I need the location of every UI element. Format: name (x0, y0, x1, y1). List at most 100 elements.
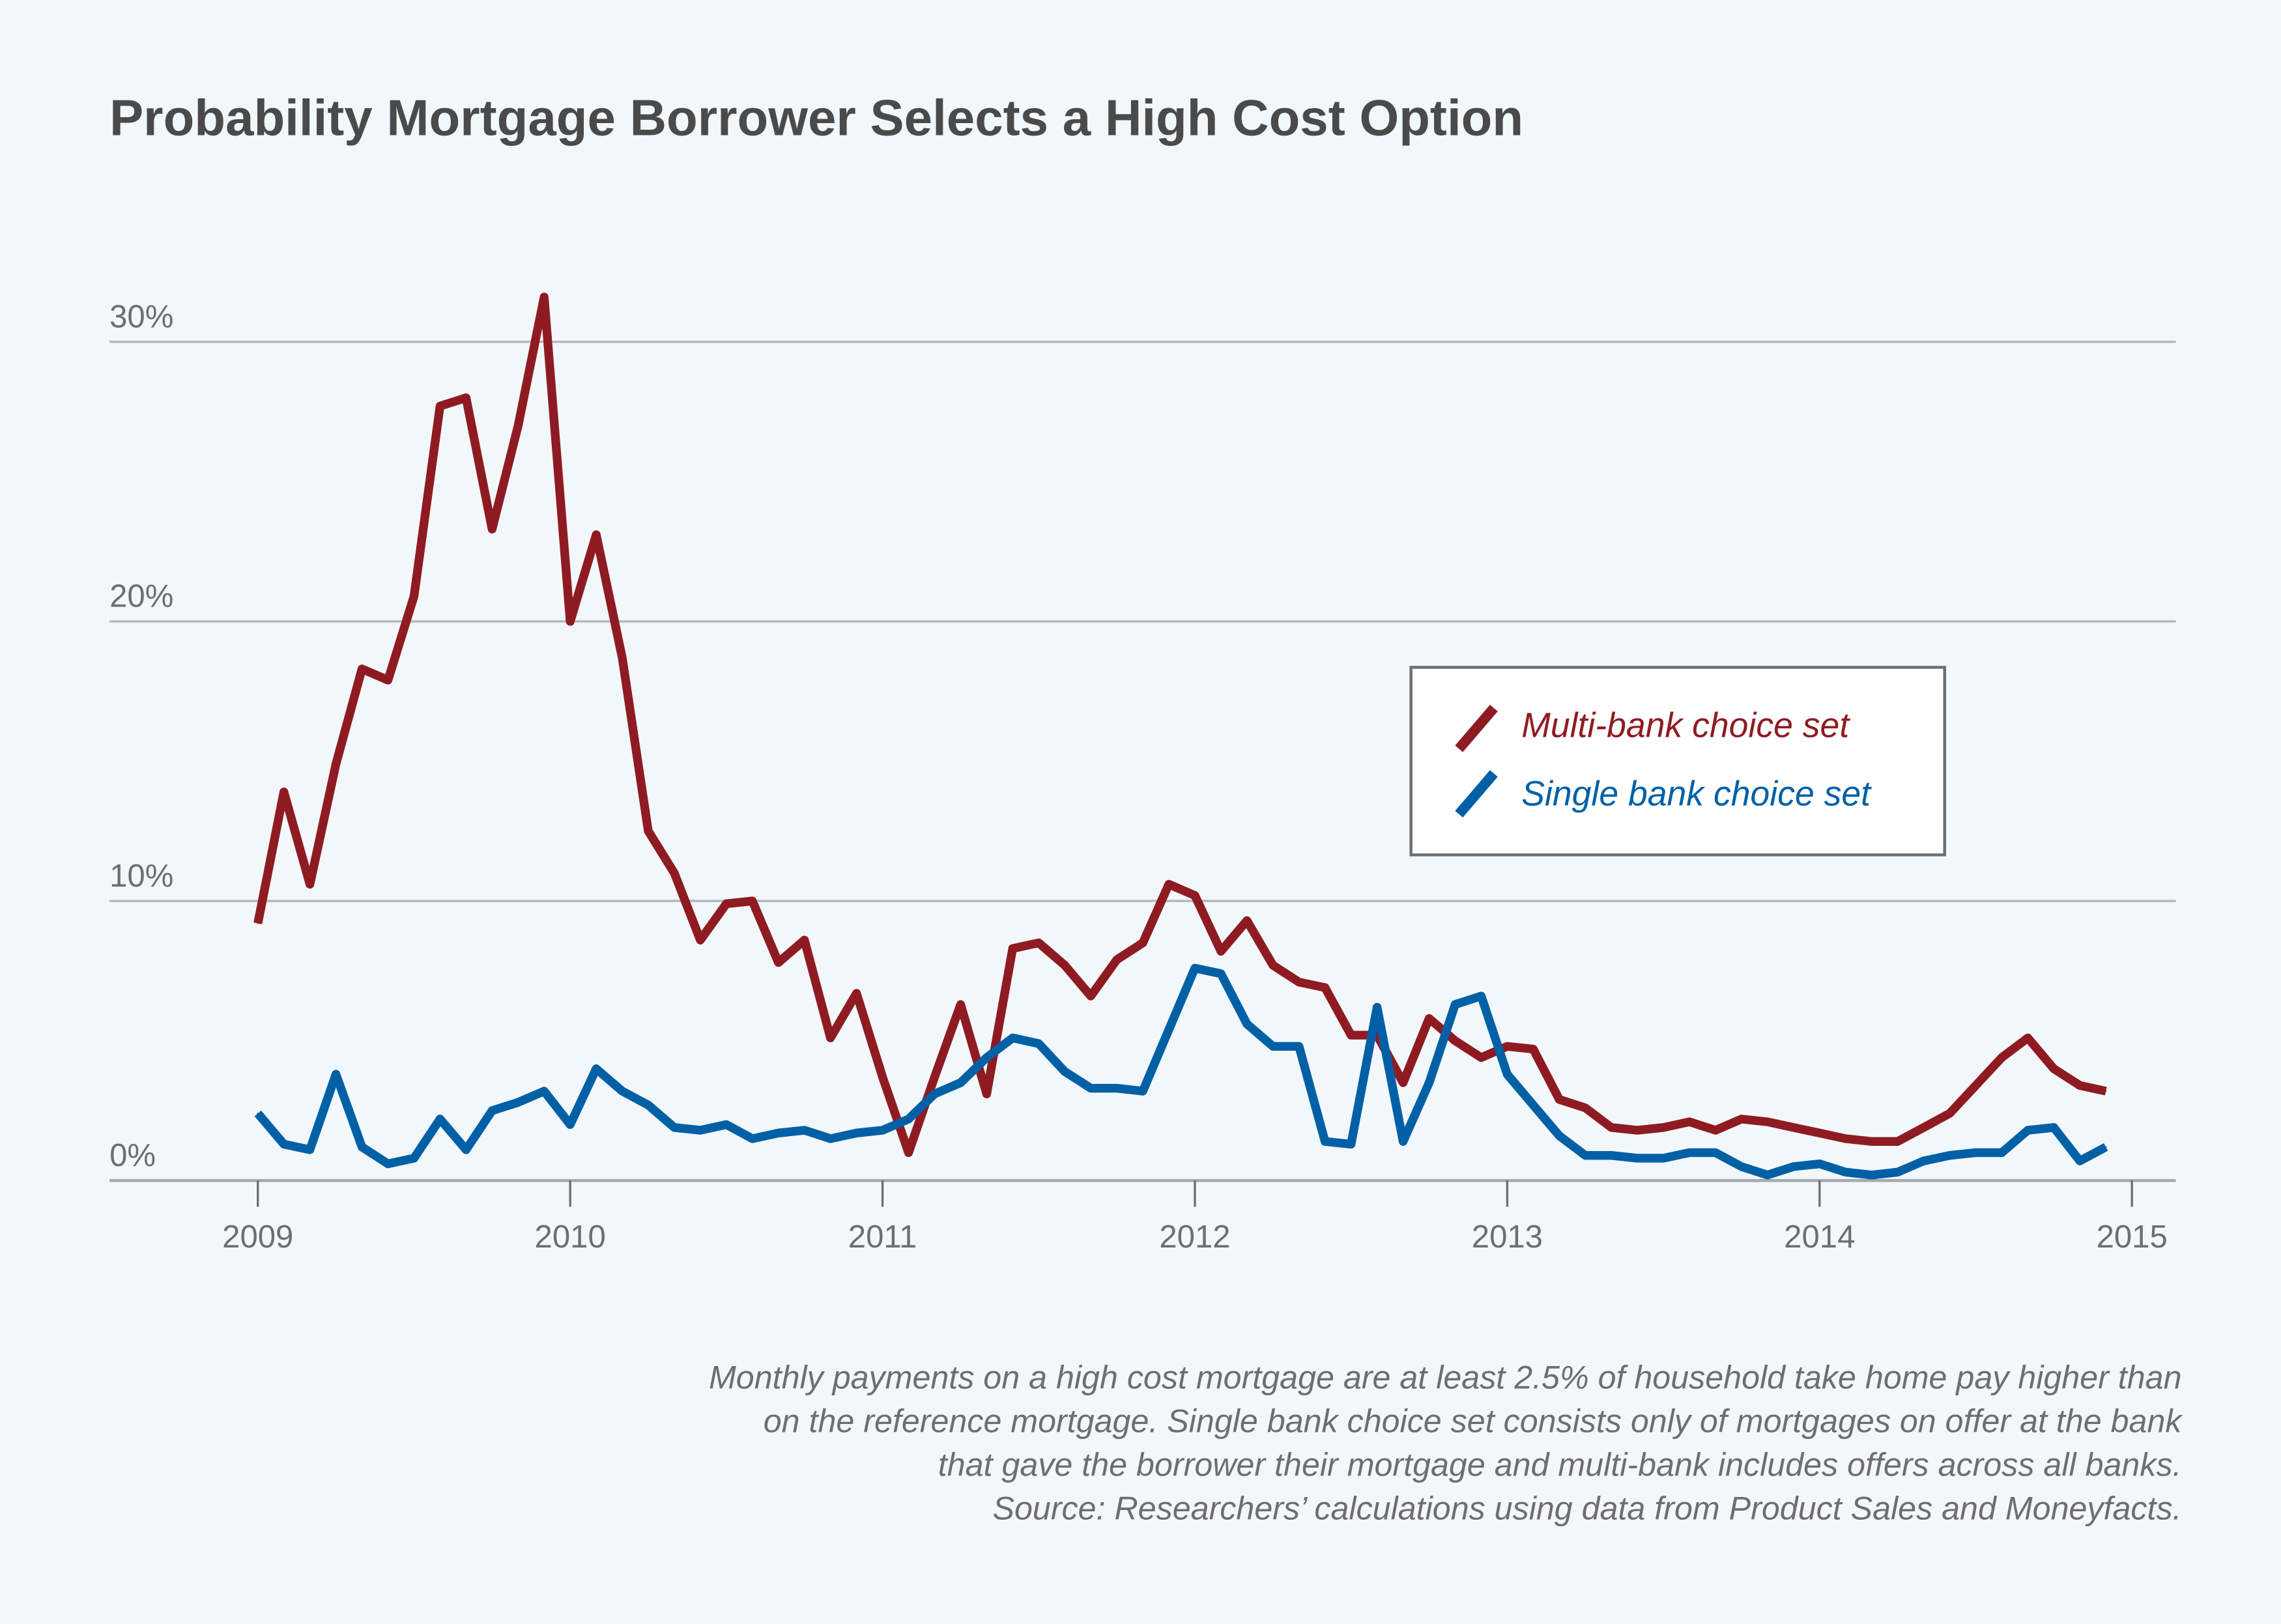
data-point (1506, 1074, 1508, 1076)
legend: Multi-bank choice set Single bank choice… (1409, 666, 1946, 857)
data-point (387, 679, 389, 681)
series-single-bank (254, 963, 2108, 1180)
data-point (569, 620, 571, 623)
data-point (1090, 995, 1092, 997)
data-point (1012, 1037, 1014, 1039)
data-point (1975, 1085, 1977, 1087)
data-point (855, 1132, 857, 1134)
chart-title: Probability Mortgage Borrower Selects a … (109, 89, 1523, 147)
x-tick-label: 2011 (848, 1219, 917, 1255)
x-axis: 2009 2010 2011 2012 2013 2014 2015 (222, 1180, 2168, 1255)
y-tick-label: 10% (109, 859, 173, 894)
data-point (1975, 1152, 1977, 1154)
data-point (1194, 967, 1196, 969)
x-tick-label: 2010 (535, 1219, 606, 1255)
data-point (309, 1148, 311, 1151)
data-point (465, 1148, 467, 1151)
data-point (1064, 964, 1066, 966)
data-point (1064, 1070, 1066, 1073)
data-point (1220, 973, 1222, 975)
data-point (908, 1118, 910, 1120)
data-point (1141, 942, 1144, 944)
data-point (1116, 959, 1118, 961)
data-point (361, 1146, 363, 1148)
data-point (1194, 894, 1196, 896)
data-point (1871, 1174, 1872, 1176)
data-point (1480, 995, 1482, 997)
data-point (1818, 1163, 1820, 1165)
data-point (1428, 1081, 1430, 1084)
data-point (543, 296, 545, 298)
data-point (986, 1093, 988, 1095)
data-point (1246, 920, 1248, 922)
y-tick-label: 20% (109, 579, 173, 614)
data-point (517, 1101, 519, 1104)
series-line (254, 963, 2108, 1180)
data-point (2079, 1085, 2081, 1087)
data-point (1923, 1126, 1925, 1128)
data-point (751, 1137, 753, 1140)
gridlines (109, 341, 2176, 1182)
data-point (1637, 1157, 1639, 1160)
data-point (1766, 1121, 1768, 1123)
data-point (1272, 1046, 1274, 1047)
data-point (882, 1076, 883, 1078)
data-point (2027, 1037, 2029, 1039)
data-point (1818, 1132, 1820, 1134)
data-point (1532, 1104, 1534, 1106)
data-point (829, 1037, 831, 1039)
legend-box (1409, 666, 1946, 857)
data-point (1090, 1087, 1092, 1089)
data-point (1168, 883, 1170, 885)
data-point (1844, 1137, 1846, 1140)
data-point (517, 425, 519, 427)
data-point (2027, 1129, 2029, 1132)
data-point (647, 830, 650, 832)
data-point (1376, 1034, 1378, 1036)
data-point (1558, 1135, 1560, 1137)
x-tick-label: 2009 (222, 1219, 293, 1255)
data-point (1585, 1154, 1586, 1156)
data-point (413, 1157, 415, 1160)
data-point (1454, 1003, 1456, 1006)
data-point (934, 1076, 936, 1078)
data-point (1298, 1046, 1300, 1047)
data-point (1611, 1154, 1613, 1156)
footnote-line: Monthly payments on a high cost mortgage… (709, 1359, 2182, 1395)
data-point (1923, 1160, 1925, 1162)
data-point (882, 1129, 883, 1132)
data-point (2053, 1068, 2055, 1070)
data-point (569, 1124, 571, 1126)
data-point (673, 1126, 676, 1128)
data-point (1038, 942, 1040, 944)
data-point (1532, 1048, 1534, 1050)
data-point (543, 1090, 545, 1092)
data-point (2105, 1090, 2107, 1092)
x-tick-label: 2014 (1784, 1219, 1855, 1255)
data-point (1662, 1126, 1665, 1128)
data-point (387, 1163, 389, 1165)
data-point (1871, 1141, 1872, 1143)
data-point (1480, 1057, 1482, 1059)
data-point (777, 962, 779, 963)
y-tick-label: 30% (109, 299, 173, 334)
data-point (1220, 950, 1222, 952)
data-point (335, 1074, 337, 1076)
data-point (803, 1129, 805, 1132)
data-point (595, 534, 597, 535)
data-point (1038, 1042, 1040, 1045)
data-point (1402, 1081, 1404, 1084)
data-point (1272, 964, 1274, 966)
data-point (1116, 1087, 1118, 1089)
data-point (621, 1090, 624, 1092)
data-point (2105, 1146, 2107, 1148)
data-point (1688, 1121, 1691, 1123)
data-point (257, 1113, 259, 1115)
data-point (986, 1057, 988, 1059)
data-point (1949, 1113, 1951, 1115)
x-tick-label: 2013 (1472, 1219, 1543, 1255)
data-point (1402, 1141, 1404, 1143)
data-point (699, 939, 702, 941)
data-point (1350, 1034, 1352, 1036)
data-point (1714, 1129, 1717, 1132)
